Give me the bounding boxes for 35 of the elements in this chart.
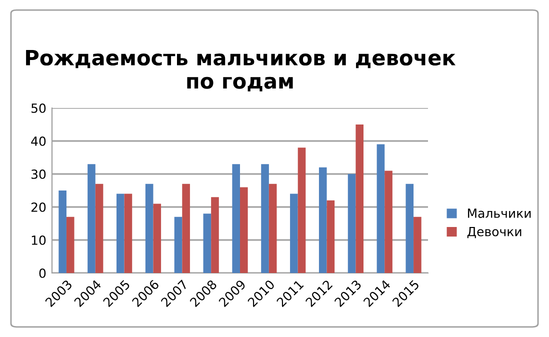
bar: [232, 164, 240, 273]
y-tick-label: 50: [32, 103, 46, 113]
bar: [95, 184, 104, 273]
bar: [124, 194, 132, 273]
bar: [326, 200, 335, 273]
bar: [203, 214, 212, 273]
y-tick-label: 0: [39, 268, 46, 278]
bar: [318, 167, 327, 273]
bar: [348, 174, 356, 273]
bar: [211, 197, 219, 273]
bar: [58, 190, 66, 273]
bar: [290, 194, 298, 273]
bar: [376, 144, 385, 273]
bar: [298, 148, 306, 273]
y-tick-label: 20: [31, 202, 46, 212]
bar: [66, 216, 74, 273]
bar: [261, 164, 269, 273]
bar: [240, 187, 248, 273]
bar: [88, 164, 96, 273]
bar: [356, 124, 364, 273]
legend-label: Девочки: [467, 227, 522, 238]
bar: [384, 170, 392, 273]
legend-label: Мальчики: [468, 208, 531, 218]
y-tick-label: 30: [31, 169, 46, 179]
bar: [182, 184, 190, 273]
chart-title: Рождаемость мальчиков и девочек по годам: [26, 50, 456, 92]
bar: [145, 184, 154, 273]
bar: [414, 216, 422, 273]
bar: [268, 184, 277, 273]
bar: [406, 184, 414, 273]
y-tick-label: 10: [32, 235, 46, 245]
bar: [174, 216, 182, 273]
bar: [116, 194, 124, 273]
bar: [153, 204, 162, 273]
y-tick-label: 40: [31, 136, 46, 146]
